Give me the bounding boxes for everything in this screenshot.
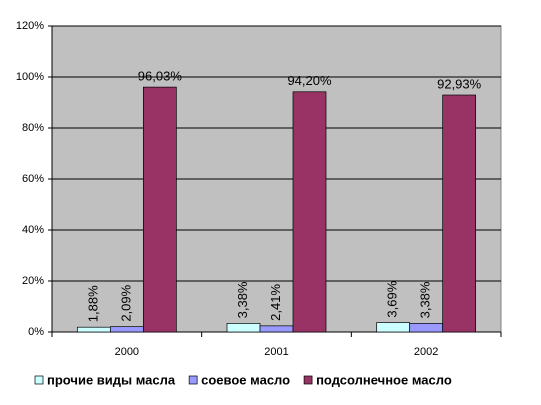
- value-label: 2,09%: [118, 284, 133, 321]
- bar: [409, 323, 444, 333]
- y-tick-label: 20%: [22, 275, 44, 287]
- bar: [109, 326, 144, 333]
- bar: [226, 323, 261, 333]
- x-tick-label: 2002: [414, 346, 438, 358]
- y-tick-label: 60%: [22, 173, 44, 185]
- bar: [259, 325, 294, 333]
- legend-marker: [303, 375, 313, 385]
- legend-marker: [188, 375, 198, 385]
- legend-marker: [34, 375, 44, 385]
- y-tick-label: 40%: [22, 224, 44, 236]
- value-label: 94,20%: [287, 73, 332, 88]
- value-label: 2,41%: [268, 284, 283, 321]
- y-tick-label: 100%: [16, 71, 44, 83]
- value-label: 3,69%: [385, 280, 400, 317]
- legend-label: прочие виды масла: [47, 372, 176, 387]
- value-label: 3,38%: [418, 281, 433, 318]
- value-label: 3,38%: [235, 281, 250, 318]
- y-tick-label: 0%: [28, 326, 44, 338]
- legend-label: соевое масло: [201, 372, 290, 387]
- value-label: 96,03%: [138, 69, 183, 84]
- x-tick-label: 2001: [264, 346, 288, 358]
- value-label: 92,93%: [437, 76, 482, 91]
- bar: [142, 86, 177, 333]
- bar: [442, 94, 477, 333]
- x-tick-label: 2000: [115, 346, 139, 358]
- bar: [292, 91, 327, 333]
- bar: [76, 326, 111, 333]
- value-label: 1,88%: [85, 285, 100, 322]
- bar: [376, 322, 411, 333]
- legend-label: подсолнечное масло: [316, 372, 452, 387]
- y-tick-label: 80%: [22, 122, 44, 134]
- y-tick-label: 120%: [16, 20, 44, 32]
